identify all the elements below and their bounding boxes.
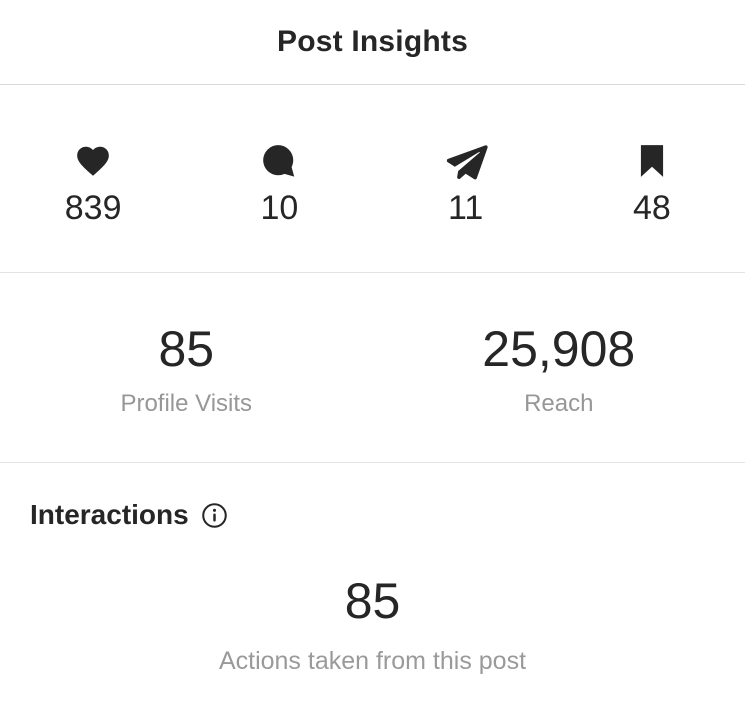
info-icon[interactable] <box>201 502 228 529</box>
engagement-stats-row: 839 10 11 <box>0 85 745 273</box>
interactions-caption: Actions taken from this post <box>218 646 527 675</box>
metrics-row: 85 Profile Visits 25,908 Reach <box>0 273 745 463</box>
profile-visits-value: 85 <box>158 320 215 377</box>
saves-count: 48 <box>632 188 671 227</box>
reach-label: Reach <box>524 389 594 417</box>
interactions-section: Interactions 85 Actions taken from this … <box>0 463 745 676</box>
metric-reach: 25,908 Reach <box>373 273 745 462</box>
comments-count: 10 <box>260 188 299 227</box>
stat-comments[interactable]: 10 <box>186 85 372 272</box>
stat-shares[interactable]: 11 <box>373 85 559 272</box>
comment-icon <box>260 142 298 180</box>
likes-count: 839 <box>64 188 122 227</box>
page-title: Post Insights <box>277 25 468 58</box>
header: Post Insights <box>0 0 745 85</box>
interactions-header: Interactions <box>30 499 715 531</box>
stat-saves[interactable]: 48 <box>559 85 745 272</box>
shares-count: 11 <box>447 188 484 227</box>
interactions-body: 85 Actions taken from this post <box>30 573 715 676</box>
interactions-count: 85 <box>344 573 401 629</box>
profile-visits-label: Profile Visits <box>120 389 253 417</box>
heart-icon <box>74 142 112 180</box>
reach-value: 25,908 <box>482 320 636 377</box>
interactions-title: Interactions <box>30 499 189 530</box>
stat-likes[interactable]: 839 <box>0 85 186 272</box>
metric-profile-visits: 85 Profile Visits <box>0 273 373 462</box>
bookmark-icon <box>633 142 671 180</box>
share-icon <box>444 139 488 183</box>
